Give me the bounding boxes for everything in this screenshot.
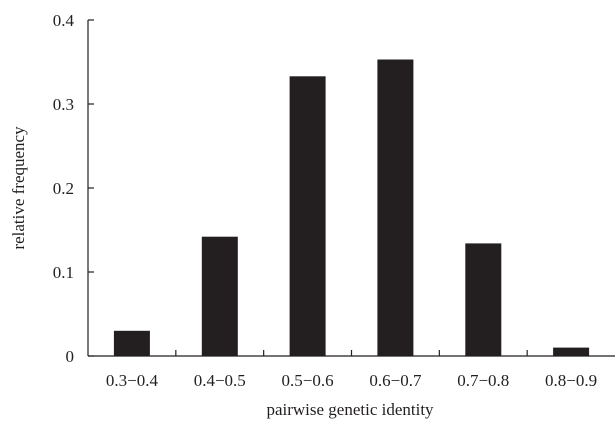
bars-layer — [113, 59, 590, 357]
bar-0.7−0.8 — [465, 243, 502, 356]
y-tick-label: 0 — [66, 347, 75, 366]
x-tick-label: 0.6−0.7 — [369, 371, 422, 390]
axes-layer: 0 0.1 0.2 0.3 0.4 0.3−0.4 0.4−0.5 0.5−0.6 0.6−0.… — [53, 11, 615, 390]
y-tick-label: 0.2 — [53, 179, 74, 198]
x-tick-label: 0.8−0.9 — [545, 371, 597, 390]
y-tick-label: 0.3 — [53, 95, 74, 114]
x-tick-label: 0.7−0.8 — [457, 371, 509, 390]
x-tick-label: 0.3−0.4 — [106, 371, 159, 390]
x-tick-label: 0.4−0.5 — [194, 371, 246, 390]
y-tick-label: 0.4 — [53, 11, 75, 30]
bar-0.5−0.6 — [289, 76, 326, 357]
x-axis-title: pairwise genetic identity — [266, 400, 434, 419]
y-axis-title: relative frequency — [9, 126, 28, 250]
bar-0.6−0.7 — [377, 59, 414, 356]
y-tick-label: 0.1 — [53, 263, 74, 282]
x-tick-label: 0.5−0.6 — [282, 371, 334, 390]
bar-0.4−0.5 — [201, 236, 238, 356]
bar-0.3−0.4 — [113, 330, 150, 356]
bar-0.8−0.9 — [553, 347, 590, 356]
